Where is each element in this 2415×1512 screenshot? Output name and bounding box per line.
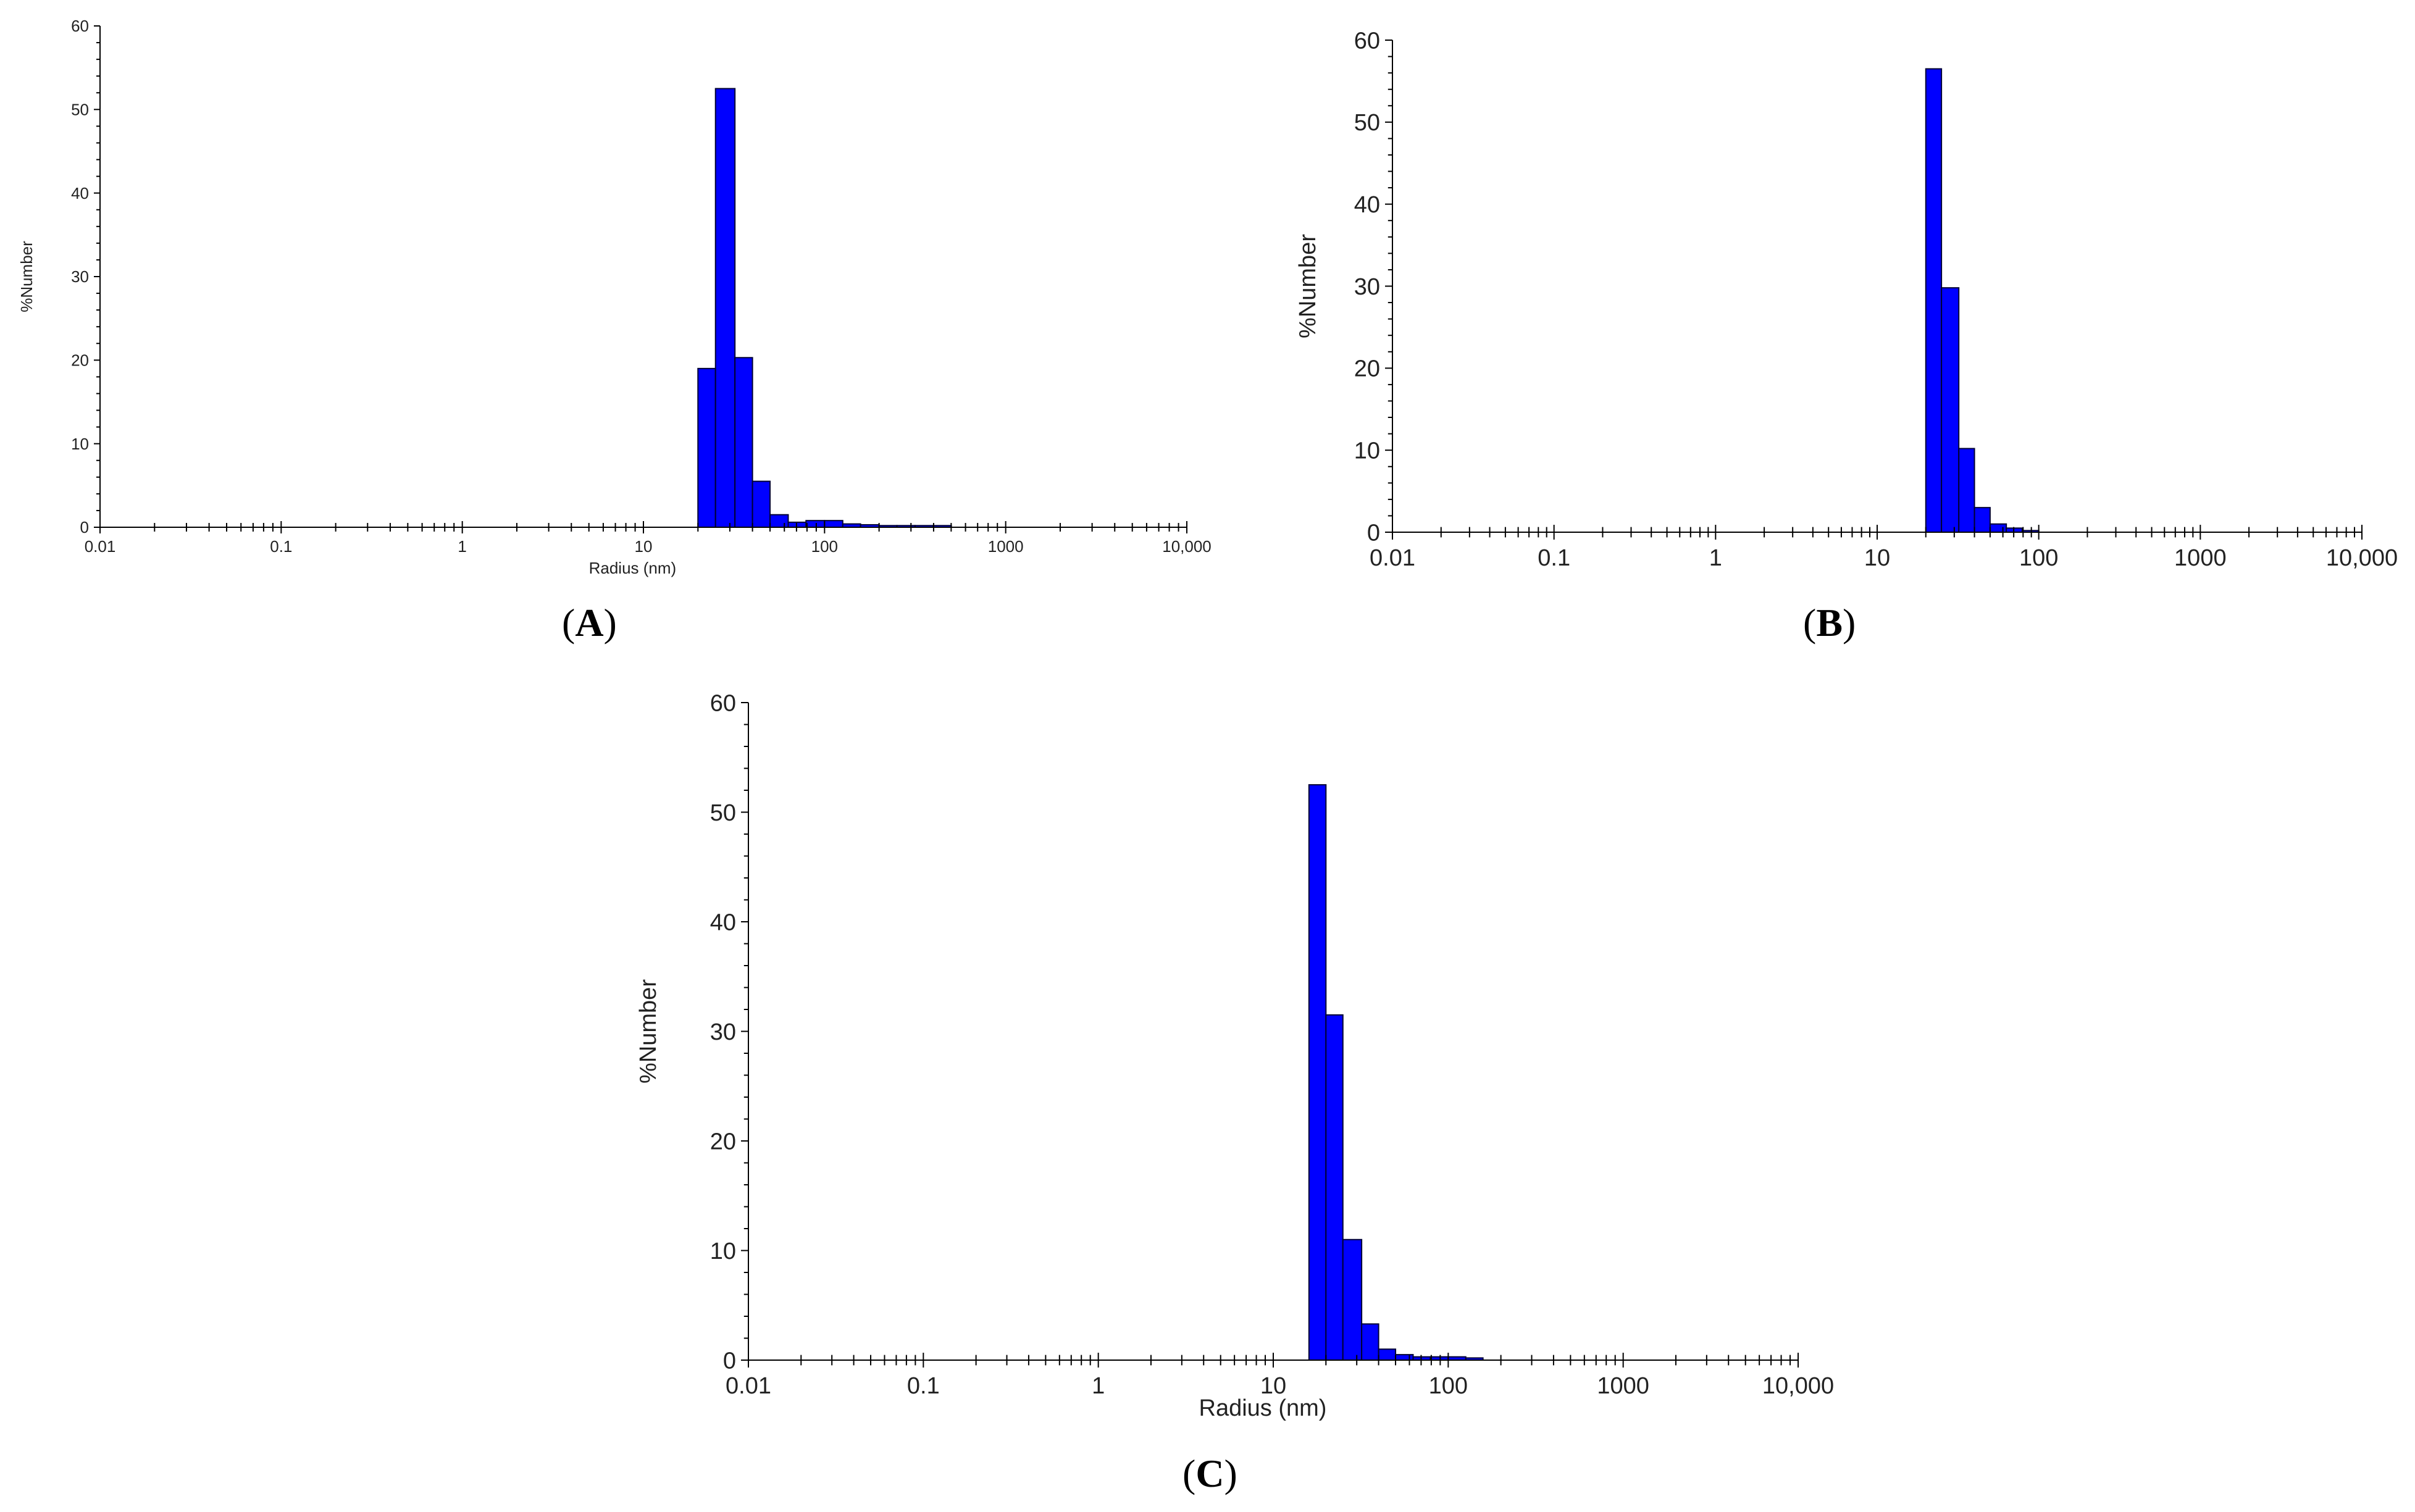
y-tick-label: 60 [1354,28,1380,54]
y-axis-label: %Number [1295,234,1321,338]
y-tick-label: 40 [71,184,89,203]
y-tick-label: 60 [71,17,89,35]
histogram-svg: 0 10 20 30 40 50 60 0.01 0.1 1 10 100 1000 10,000 %Num… [1295,28,2398,571]
chart-panel-a: 0 10 20 30 40 50 60 0.01 0.1 1 10 100 1000 10,000 Radi… [17,17,1212,577]
panel-label-c: (C) [1182,1451,1237,1495]
x-tick-label: 100 [1429,1373,1468,1399]
x-tick-label: 0.1 [270,537,292,556]
y-tick-label: 30 [710,1019,736,1045]
histogram-bar [1973,507,1991,533]
y-tick-label: 0 [1367,520,1380,546]
histogram-bar [824,520,843,528]
x-tick-label: 0.1 [907,1373,940,1399]
histogram-bar [1925,68,1943,533]
x-tick-label: 100 [811,537,838,556]
histogram-bar [751,480,771,528]
x-tick-label: 10 [635,537,653,556]
x-axis-label: Radius (nm) [1199,1395,1327,1421]
x-tick-label: 1 [1709,545,1722,571]
histogram-bar [769,514,789,528]
histogram-bar [1958,448,1975,533]
x-tick-label: 1000 [1597,1373,1649,1399]
y-tick-label: 30 [71,267,89,286]
x-tick-label: 0.01 [85,537,116,556]
chart-panel-c: 0 10 20 30 40 50 60 0.01 0.1 1 10 100 1000 10,000 Radi… [635,690,1834,1421]
histogram-bar [714,88,736,528]
x-tick-label: 1 [1092,1373,1105,1399]
y-tick-label: 0 [723,1348,736,1374]
x-tick-label: 10 [1260,1373,1286,1399]
y-tick-label: 10 [71,435,89,453]
x-tick-label: 10,000 [2326,545,2398,571]
histogram-bar [1941,287,1960,533]
y-tick-label: 10 [710,1238,736,1264]
histogram-bar [1395,1354,1414,1361]
y-tick-label: 20 [1354,356,1380,382]
x-tick-label: 10 [1864,545,1890,571]
histogram-bar [1325,1014,1344,1361]
y-tick-label: 20 [71,351,89,369]
y-tick-label: 40 [1354,192,1380,218]
histogram-bar [1361,1323,1379,1361]
y-tick-label: 50 [71,100,89,119]
y-tick-label: 40 [710,909,736,935]
x-tick-label: 0.1 [1538,545,1570,571]
x-tick-label: 1 [458,537,466,556]
y-tick-label: 10 [1354,438,1380,464]
histogram-bar [1308,784,1327,1361]
y-tick-label: 0 [80,518,89,537]
y-axis-label: %Number [17,241,36,312]
x-tick-label: 0.01 [726,1373,771,1399]
x-axis-label: Radius (nm) [589,559,677,577]
y-tick-label: 20 [710,1129,736,1155]
x-tick-label: 100 [2019,545,2058,571]
histogram-bar [805,520,826,528]
histogram-svg: 0 10 20 30 40 50 60 0.01 0.1 1 10 100 1000 10,000 Radi… [17,17,1212,577]
x-tick-label: 1000 [2174,545,2227,571]
panel-label-a: (A) [562,601,617,645]
y-tick-label: 50 [1354,110,1380,136]
histogram-bar [697,367,716,528]
histogram-svg: 0 10 20 30 40 50 60 0.01 0.1 1 10 100 1000 10,000 Radi… [635,690,1834,1421]
panel-label-b: (B) [1803,601,1856,645]
histogram-bar [1378,1348,1397,1361]
y-tick-label: 60 [710,690,736,716]
x-tick-label: 10,000 [1762,1373,1834,1399]
y-tick-label: 30 [1354,274,1380,300]
x-tick-label: 1000 [988,537,1024,556]
x-tick-label: 0.01 [1370,545,1415,571]
chart-panel-b: 0 10 20 30 40 50 60 0.01 0.1 1 10 100 1000 10,000 %Num… [1295,28,2398,571]
histogram-bar [1342,1238,1363,1361]
histogram-bar [1989,523,2007,533]
x-tick-label: 10,000 [1162,537,1212,556]
y-tick-label: 50 [710,800,736,826]
histogram-bar [734,357,753,528]
y-axis-label: %Number [635,979,661,1084]
